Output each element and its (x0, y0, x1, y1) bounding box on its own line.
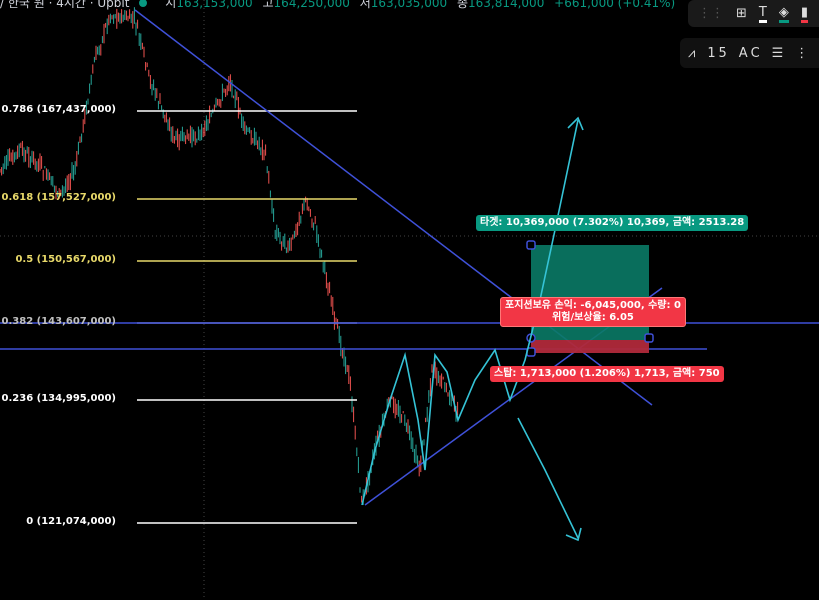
target-label: 타겟: 10,369,000 (7.302%) 10,369, 금액: 2513… (476, 215, 749, 231)
text-icon[interactable]: T (758, 5, 767, 23)
more-icon[interactable]: ⋮ (795, 45, 809, 61)
cycle-lines-icon[interactable]: ☰ (771, 45, 784, 61)
position-pnl-label: 포지션보유 손익: -6,045,000, 수량: 0 위험/보상율: 6.05 (500, 297, 686, 327)
stop-zone (531, 340, 649, 353)
market-status-icon (139, 0, 148, 7)
fib-label-0236: 0.236 (134,995,000) (1, 393, 116, 404)
open-value: 163,153,000 (176, 0, 253, 10)
elliott-impulse-icon[interactable]: 1 5 (707, 46, 726, 61)
add-widget-icon[interactable]: ⊞ (736, 6, 747, 21)
projection-arrow-up-head (567, 116, 584, 131)
target-handle (526, 240, 536, 250)
wave-label-c: C (750, 45, 760, 61)
close-label: 종 (456, 0, 468, 10)
fib-label-0618: 0.618 (157,527,000) (1, 192, 116, 203)
projection-path-down (517, 417, 579, 539)
pnl-text: 포지션보유 손익: -6,045,000, 수량: 0 (505, 300, 681, 311)
symbol-header: / 한국 원 · 4시간 · Upbit 시163,153,000 고164,2… (0, 0, 675, 11)
close-value: 163,814,000 (467, 0, 545, 10)
high-value: 164,250,000 (273, 0, 350, 10)
symbol-title[interactable]: / 한국 원 · 4시간 · Upbit (0, 0, 130, 10)
open-label: 시 (165, 0, 177, 10)
line-color-icon[interactable]: ▮ (800, 5, 809, 23)
fill-color-icon[interactable]: ◈ (778, 5, 789, 23)
low-value: 163,035,000 (370, 0, 448, 10)
wave-label-a: A (738, 45, 748, 61)
fib-label-05: 0.5 (150,567,000) (15, 254, 116, 265)
pattern-toolbar: ⩘ 1 5 A C ☰ ⋮ (680, 38, 819, 68)
pattern-icon[interactable]: ⩘ (688, 45, 696, 61)
width-handle (644, 333, 654, 343)
wave-label-1: 1 (707, 45, 716, 61)
drawing-style-toolbar: ⋮⋮ ⊞ T ◈ ▮ (688, 0, 819, 27)
change-value: +661,000 (+0.41%) (554, 0, 676, 10)
fib-label-0786: 0.786 (167,437,000) (1, 104, 116, 115)
elliott-correction-icon[interactable]: A C (739, 46, 760, 61)
low-label: 저 (359, 0, 371, 10)
high-label: 고 (262, 0, 274, 10)
projection-path-up (361, 119, 579, 506)
drag-handle-icon[interactable]: ⋮⋮ (698, 6, 724, 21)
candles (0, 7, 459, 505)
wave-label-5: 5 (718, 45, 727, 61)
stop-label: 스탑: 1,713,000 (1.206%) 1,713, 금액: 750 (490, 366, 724, 382)
risk-reward-text: 위험/보상율: 6.05 (552, 312, 634, 323)
fib-label-0382: 0.382 (143,607,000) (1, 316, 116, 327)
projection-arrow-down-head (565, 527, 582, 542)
fib-label-0: 0 (121,074,000) (26, 516, 116, 527)
